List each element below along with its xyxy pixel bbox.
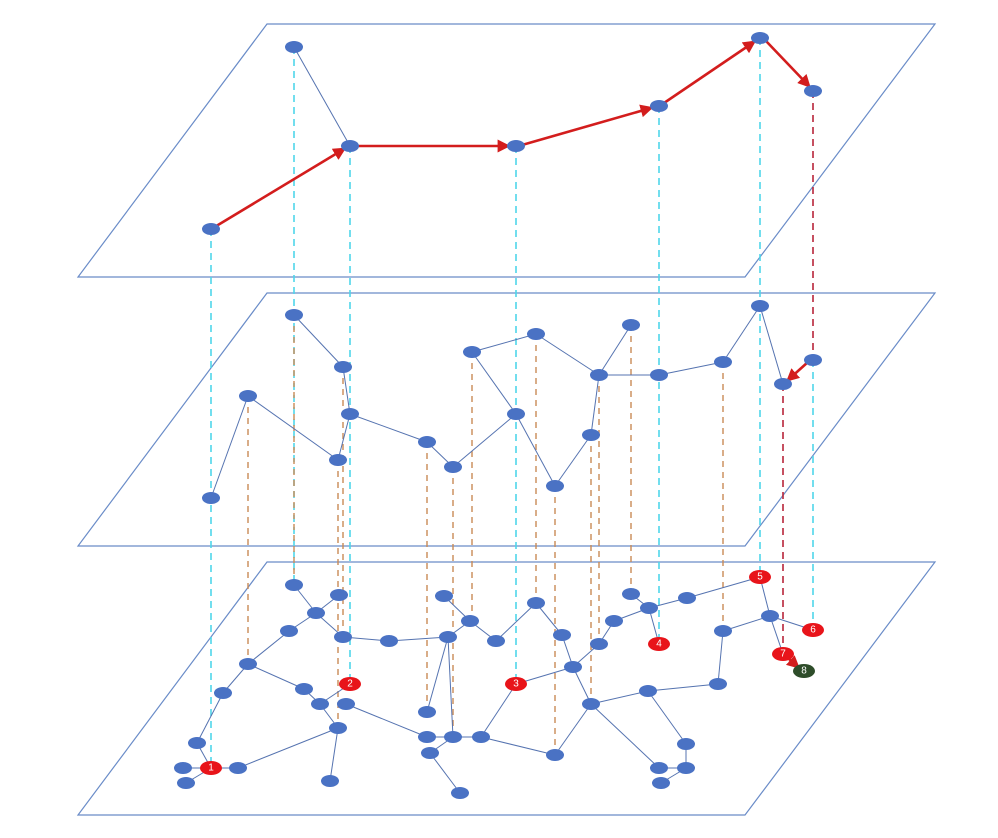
node-label: 1 [208, 763, 214, 774]
graph-node [582, 429, 600, 441]
node-label: 8 [801, 666, 807, 677]
graph-node [761, 610, 779, 622]
graph-node [239, 658, 257, 670]
graph-node [174, 762, 192, 774]
graph-node [582, 698, 600, 710]
numbered-node-4: 4 [648, 637, 670, 651]
layer-planes [78, 24, 935, 815]
graph-node [337, 698, 355, 710]
graph-node [214, 687, 232, 699]
graph-node [677, 738, 695, 750]
graph-node [418, 731, 436, 743]
graph-node [341, 140, 359, 152]
graph-node [285, 309, 303, 321]
graph-node [329, 722, 347, 734]
graph-node [439, 631, 457, 643]
numbered-node-5: 5 [749, 570, 771, 584]
node-label: 3 [513, 679, 519, 690]
node-label: 6 [810, 625, 816, 636]
graph-node [329, 454, 347, 466]
graph-node [622, 319, 640, 331]
graph-node [421, 747, 439, 759]
graph-node [590, 638, 608, 650]
graph-node [487, 635, 505, 647]
graph-node [311, 698, 329, 710]
graph-node [751, 32, 769, 44]
numbered-node-3: 3 [505, 677, 527, 691]
numbered-node-7: 7 [772, 647, 794, 661]
graph-node [553, 629, 571, 641]
graph-node [564, 661, 582, 673]
numbered-node-2: 2 [339, 677, 361, 691]
numbered-node-8: 8 [793, 664, 815, 678]
node-label: 5 [757, 572, 763, 583]
graph-node [527, 597, 545, 609]
graph-node [507, 408, 525, 420]
graph-node [188, 737, 206, 749]
graph-node [678, 592, 696, 604]
graph-node [639, 685, 657, 697]
node-label: 4 [656, 639, 662, 650]
numbered-node-1: 1 [200, 761, 222, 775]
graph-node [461, 615, 479, 627]
graph-node [444, 731, 462, 743]
graph-node [527, 328, 545, 340]
graph-node [463, 346, 481, 358]
graph-node [444, 461, 462, 473]
graph-node [330, 589, 348, 601]
graph-node [280, 625, 298, 637]
graph-node [285, 41, 303, 53]
graph-node [177, 777, 195, 789]
graph-node [650, 369, 668, 381]
graph-node [307, 607, 325, 619]
graph-node [418, 436, 436, 448]
graph-node [590, 369, 608, 381]
graph-node [472, 731, 490, 743]
graph-node [622, 588, 640, 600]
graph-node [285, 579, 303, 591]
middle-layer-plane [78, 293, 935, 546]
graph-node [507, 140, 525, 152]
graph-node [435, 590, 453, 602]
graph-node [677, 762, 695, 774]
graph-node [546, 480, 564, 492]
graph-node [804, 85, 822, 97]
graph-node [202, 223, 220, 235]
graph-node [202, 492, 220, 504]
graph-node [714, 356, 732, 368]
graph-node [229, 762, 247, 774]
graph-node [804, 354, 822, 366]
graph-node [652, 777, 670, 789]
top-layer-plane [78, 24, 935, 277]
graph-node [650, 100, 668, 112]
numbered-node-6: 6 [802, 623, 824, 637]
graph-node [334, 631, 352, 643]
graph-node [295, 683, 313, 695]
graph-node [709, 678, 727, 690]
graph-node [546, 749, 564, 761]
graph-node [341, 408, 359, 420]
graph-node [451, 787, 469, 799]
graph-node [774, 378, 792, 390]
graph-node [321, 775, 339, 787]
graph-node [640, 602, 658, 614]
graph-node [239, 390, 257, 402]
graph-node [650, 762, 668, 774]
graph-node [418, 706, 436, 718]
graph-node [605, 615, 623, 627]
node-label: 2 [347, 679, 353, 690]
node-label: 7 [780, 649, 786, 660]
graph-node [751, 300, 769, 312]
graph-node [714, 625, 732, 637]
graph-node [334, 361, 352, 373]
graph-node [380, 635, 398, 647]
bottom-layer-plane [78, 562, 935, 815]
